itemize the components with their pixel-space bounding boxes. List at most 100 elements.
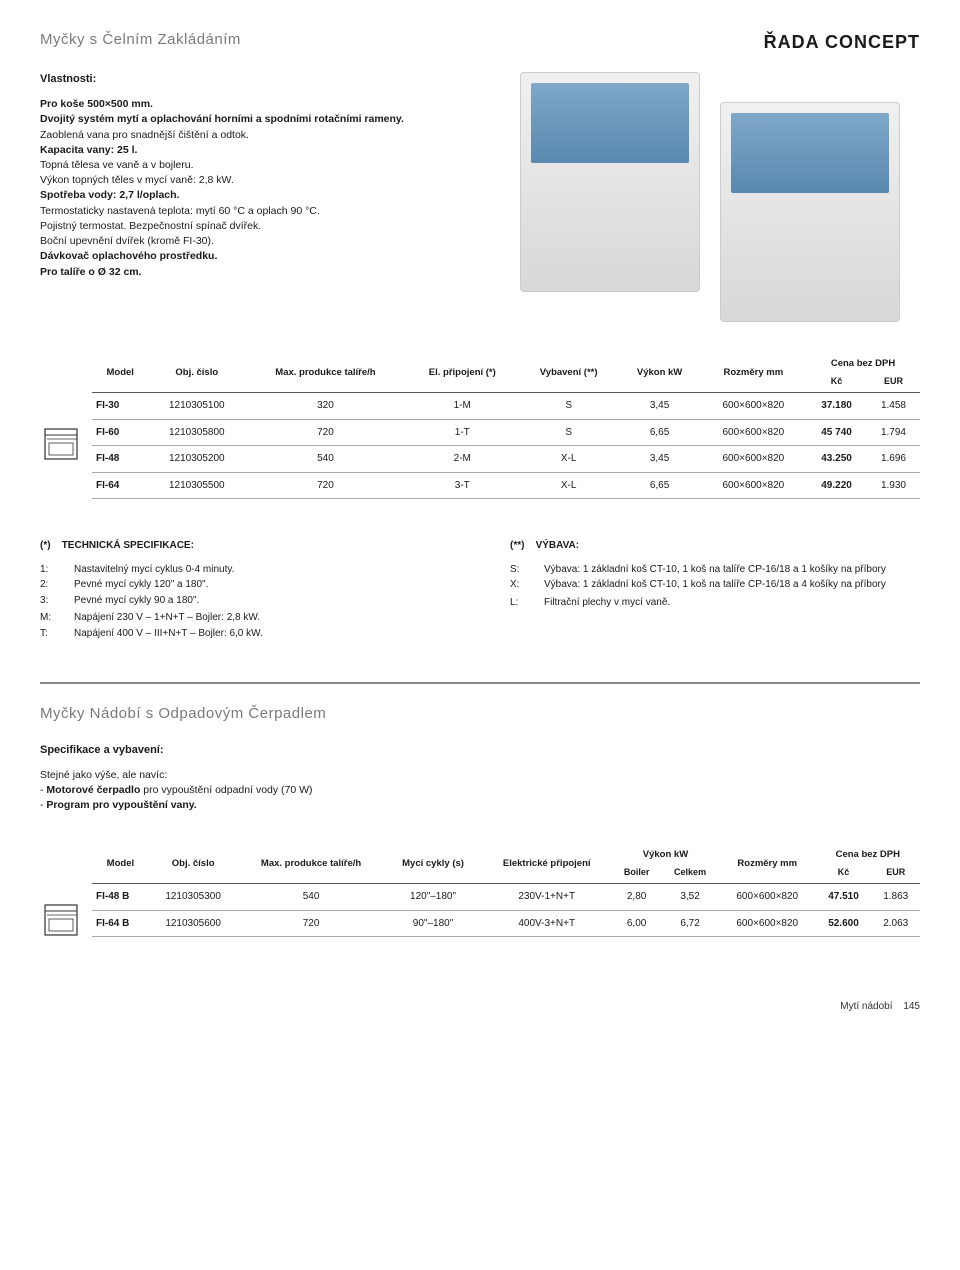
cell-eur: 1.696 [867, 446, 920, 473]
cell-dim: 600×600×820 [701, 472, 806, 499]
cell-max: 540 [245, 446, 406, 473]
cell-max: 720 [245, 419, 406, 446]
cell-boiler: 6,00 [612, 910, 661, 937]
cell-kc: 37.180 [806, 393, 867, 420]
cell-model: FI-60 [92, 419, 148, 446]
cell-obj: 1210305800 [148, 419, 245, 446]
cell-power: 3,45 [619, 393, 701, 420]
cell-max: 540 [237, 884, 384, 911]
table-row: FI-4812103052005402-MX-L3,45600×600×8204… [92, 446, 920, 473]
cell-dim: 600×600×820 [719, 884, 816, 911]
table-row: FI-3012103051003201-MS3,45600×600×82037.… [92, 393, 920, 420]
features-heading: Vlastnosti: [40, 72, 470, 87]
features-list: Pro koše 500×500 mm.Dvojitý systém mytí … [40, 97, 470, 280]
cell-power: 6,65 [619, 419, 701, 446]
footer-label: Mytí nádobí [840, 1001, 892, 1012]
footnote-row: T:Napájení 400 V – III+N+T – Bojler: 6,0… [40, 627, 450, 641]
cell-max: 720 [237, 910, 384, 937]
col-conn: El. připojení (*) [406, 352, 519, 393]
footnote-value: Filtrační plechy v mycí vaně. [544, 596, 920, 610]
col-total: Celkem [661, 861, 719, 884]
table-row: FI-6412103055007203-TX-L6,65600×600×8204… [92, 472, 920, 499]
product-image [520, 72, 700, 292]
cell-dim: 600×600×820 [701, 393, 806, 420]
fn-title: TECHNICKÁ SPECIFIKACE: [62, 540, 194, 551]
table-row: FI-64 B121030560072090"–180"400V-3+N+T6,… [92, 910, 920, 937]
cell-eur: 1.930 [867, 472, 920, 499]
cell-obj: 1210305200 [148, 446, 245, 473]
col-eur: EUR [867, 370, 920, 393]
section-divider [40, 682, 920, 684]
cell-equip: S [519, 393, 619, 420]
footnote-right: (**) VÝBAVA: S:Výbava: 1 základní koš CT… [510, 539, 920, 642]
col-max: Max. produkce talíře/h [245, 352, 406, 393]
feature-line: Dvojitý systém mytí a oplachování horním… [40, 112, 470, 127]
col-obj: Obj. číslo [148, 352, 245, 393]
col-equip: Vybavení (**) [519, 352, 619, 393]
footnote-key: M: [40, 611, 64, 625]
cell-boiler: 2,80 [612, 884, 661, 911]
table-row: FI-48 B1210305300540120"–180"230V-1+N+T2… [92, 884, 920, 911]
cell-dim: 600×600×820 [719, 910, 816, 937]
feature-line: Pojistný termostat. Bezpečnostní spínač … [40, 219, 470, 234]
page-header: Myčky s Čelním Zakládáním ŘADA CONCEPT [40, 30, 920, 54]
footnote-row: 1:Nastavitelný mycí cyklus 0-4 minuty. [40, 563, 450, 577]
feature-line: Kapacita vany: 25 l. [40, 143, 470, 158]
features-row: Vlastnosti: Pro koše 500×500 mm.Dvojitý … [40, 72, 920, 322]
table-row: FI-6012103058007201-TS6,65600×600×82045 … [92, 419, 920, 446]
col-eur: EUR [871, 861, 920, 884]
cell-conn: 2-M [406, 446, 519, 473]
footnote-key: X: [510, 578, 534, 592]
cell-eur: 2.063 [871, 910, 920, 937]
cell-max: 320 [245, 393, 406, 420]
col-power: Výkon kW [619, 352, 701, 393]
footnote-row: M:Napájení 230 V – 1+N+T – Bojler: 2,8 k… [40, 611, 450, 625]
col-dim: Rozměry mm [719, 843, 816, 884]
col-model: Model [92, 352, 148, 393]
section2-lines: Stejné jako výše, ale navíc:- Motorové č… [40, 768, 920, 814]
cell-model: FI-64 B [92, 910, 149, 937]
cell-kc: 43.250 [806, 446, 867, 473]
col-kc: Kč [806, 370, 867, 393]
cell-eur: 1.458 [867, 393, 920, 420]
col-obj: Obj. číslo [149, 843, 238, 884]
col-dim: Rozměry mm [701, 352, 806, 393]
cell-eur: 1.863 [871, 884, 920, 911]
cell-conn: 1-M [406, 393, 519, 420]
table2-wrap: Model Obj. číslo Max. produkce talíře/h … [40, 843, 920, 940]
dishwasher-icon [40, 422, 82, 464]
feature-line: Termostaticky nastavená teplota: mytí 60… [40, 204, 470, 219]
cell-kc: 49.220 [806, 472, 867, 499]
footnote-left-heading: (*) TECHNICKÁ SPECIFIKACE: [40, 539, 450, 553]
cell-obj: 1210305500 [148, 472, 245, 499]
feature-line: Topná tělesa ve vaně a v bojleru. [40, 158, 470, 173]
cell-kc: 52.600 [816, 910, 872, 937]
fn-prefix: (**) [510, 540, 524, 551]
footnote-key: 2: [40, 578, 64, 592]
dishwasher-icon [40, 898, 82, 940]
cell-max: 720 [245, 472, 406, 499]
footnote-value: Napájení 400 V – III+N+T – Bojler: 6,0 k… [74, 627, 450, 641]
cell-model: FI-48 [92, 446, 148, 473]
footnote-right-rows: S:Výbava: 1 základní koš CT-10, 1 koš na… [510, 563, 920, 610]
page-footer: Mytí nádobí 145 [40, 1000, 920, 1014]
section-title: Myčky s Čelním Zakládáním [40, 30, 241, 50]
section2-line: Stejné jako výše, ale navíc: [40, 768, 920, 783]
page-number: 145 [903, 1000, 920, 1014]
footnotes: (*) TECHNICKÁ SPECIFIKACE: 1:Nastaviteln… [40, 539, 920, 642]
footnote-value: Pevné mycí cykly 120" a 180". [74, 578, 450, 592]
feature-line: Boční upevnění dvířek (kromě FI-30). [40, 234, 470, 249]
cell-power: 3,45 [619, 446, 701, 473]
cell-kc: 47.510 [816, 884, 872, 911]
footnote-key: 3: [40, 594, 64, 608]
feature-line: Pro talíře o Ø 32 cm. [40, 265, 470, 280]
feature-line: Dávkovač oplachového prostředku. [40, 249, 470, 264]
product-image [720, 102, 900, 322]
specs-table-2: Model Obj. číslo Max. produkce talíře/h … [92, 843, 920, 937]
cell-model: FI-30 [92, 393, 148, 420]
col-model: Model [92, 843, 149, 884]
col-boiler: Boiler [612, 861, 661, 884]
cell-elconn: 400V-3+N+T [481, 910, 612, 937]
footnote-row: 3:Pevné mycí cykly 90 a 180". [40, 594, 450, 608]
feature-line: Spotřeba vody: 2,7 l/oplach. [40, 188, 470, 203]
